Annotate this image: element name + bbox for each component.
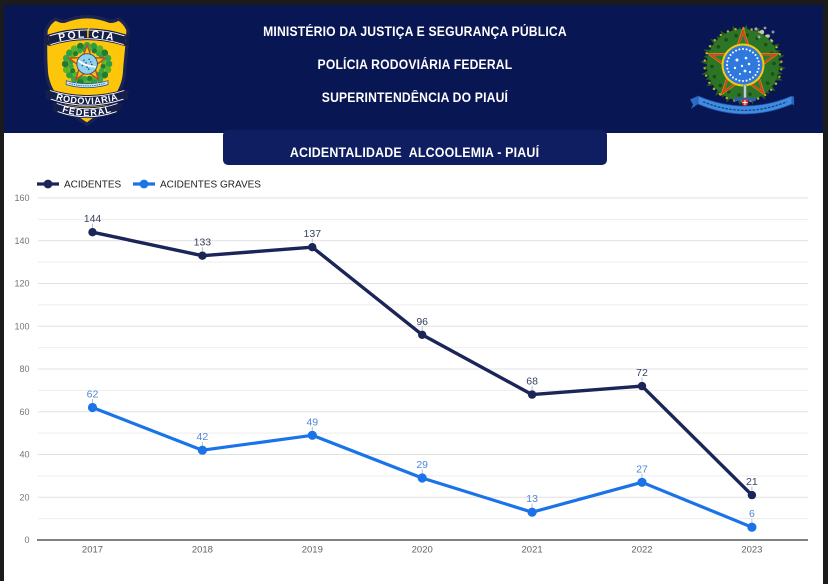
svg-text:137: 137: [304, 228, 322, 240]
svg-text:POLÍCIA: POLÍCIA: [58, 28, 117, 44]
svg-text:42: 42: [197, 431, 209, 443]
svg-text:RODOVIARIA: RODOVIARIA: [55, 92, 119, 106]
svg-text:40: 40: [19, 450, 29, 460]
svg-text:60: 60: [19, 407, 29, 417]
svg-text:2019: 2019: [302, 545, 323, 556]
svg-text:2017: 2017: [82, 545, 103, 556]
svg-text:20: 20: [19, 492, 29, 502]
svg-text:2021: 2021: [522, 545, 543, 556]
svg-text:120: 120: [14, 279, 29, 289]
svg-text:0: 0: [24, 535, 29, 545]
svg-text:29: 29: [416, 459, 428, 471]
svg-text:FEDERAL: FEDERAL: [61, 104, 113, 118]
svg-text:160: 160: [14, 193, 29, 203]
svg-text:49: 49: [306, 416, 318, 428]
svg-text:80: 80: [19, 364, 29, 374]
svg-text:144: 144: [84, 213, 102, 225]
svg-text:140: 140: [14, 236, 29, 246]
svg-text:2022: 2022: [631, 545, 652, 556]
svg-text:2020: 2020: [412, 545, 433, 556]
svg-text:72: 72: [636, 367, 648, 379]
svg-text:96: 96: [416, 316, 428, 328]
svg-text:6: 6: [749, 508, 755, 520]
svg-text:27: 27: [636, 463, 648, 475]
svg-text:2023: 2023: [741, 545, 762, 556]
svg-text:ACIDENTES: ACIDENTES: [64, 180, 122, 191]
svg-text:13: 13: [526, 493, 538, 505]
svg-text:2018: 2018: [192, 545, 213, 556]
svg-text:ACIDENTES GRAVES: ACIDENTES GRAVES: [160, 180, 261, 191]
svg-text:62: 62: [87, 389, 99, 401]
svg-text:100: 100: [14, 321, 29, 331]
svg-text:21: 21: [746, 476, 758, 488]
svg-text:68: 68: [526, 376, 538, 388]
svg-text:133: 133: [194, 237, 212, 249]
